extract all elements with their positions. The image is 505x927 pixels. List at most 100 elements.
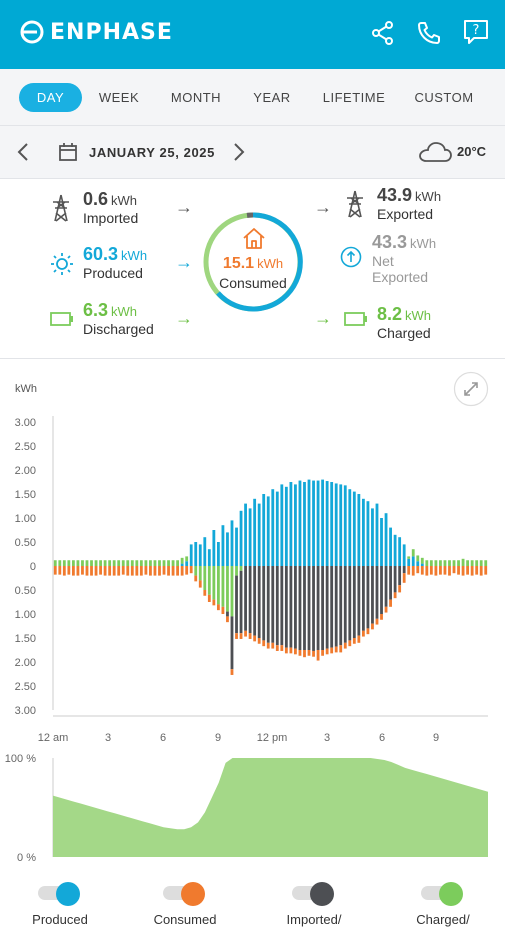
y-tick-label: 2.00 — [15, 465, 36, 477]
chart-bar-produced — [253, 498, 257, 566]
chart-bar-imported-exported — [303, 566, 306, 650]
chart-bar-consumed — [289, 647, 293, 654]
chart-bar-imported-exported — [298, 566, 302, 650]
chart-bar-consumed — [226, 616, 229, 623]
chevron-right-icon[interactable] — [232, 142, 246, 162]
y-tick-label: 1.00 — [15, 513, 36, 525]
chart-bar-produced — [248, 508, 252, 566]
chart-bar-consumed — [257, 638, 261, 644]
chart-bar-consumed — [108, 566, 112, 576]
x-tick-label: 12 am — [38, 732, 69, 744]
chart-bar-produced — [244, 503, 247, 566]
chart-bar-charged-discharged — [407, 556, 411, 559]
chart-bar-charged-discharged — [411, 549, 415, 557]
chart-bar-consumed — [457, 566, 460, 575]
expand-icon[interactable] — [453, 371, 489, 407]
chart-bar-charged-discharged — [176, 560, 180, 566]
period-tabs: DAY WEEK MONTH YEAR LIFETIME CUSTOM — [0, 69, 505, 126]
chart-bar-charged-discharged — [117, 560, 121, 566]
chart-bar-consumed — [452, 566, 456, 574]
chart-bar-charged-discharged — [475, 560, 479, 566]
chart-bar-consumed — [434, 566, 438, 576]
consumed-value: 15.1 — [222, 255, 255, 272]
discharged-label: Discharged — [83, 321, 154, 337]
legend-toggle-produced[interactable] — [38, 882, 82, 906]
battery-icon — [344, 312, 367, 326]
chart-bar-consumed — [466, 566, 470, 575]
chart-bar-charged-discharged — [130, 560, 134, 566]
chart-bar-consumed — [407, 566, 411, 575]
chart-bar-produced — [321, 479, 325, 566]
chart-bar-produced — [226, 532, 229, 566]
chart-bar-produced — [257, 503, 261, 566]
tab-year[interactable]: YEAR — [253, 90, 291, 105]
chart-bar-consumed — [90, 566, 93, 576]
chart-bar-consumed — [420, 566, 424, 575]
exported-stat: 43.9 kWh Exported — [377, 185, 441, 222]
sun-icon — [51, 253, 73, 275]
chart-bar-charged-discharged — [53, 560, 57, 566]
chart-bar-charged-discharged — [139, 560, 143, 566]
chart-bar-consumed — [230, 669, 234, 675]
x-tick-label: 9 — [215, 732, 221, 744]
chart-bar-charged-discharged — [158, 560, 161, 566]
y-tick-label: 1.50 — [15, 633, 36, 645]
chart-bar-consumed — [94, 566, 98, 576]
tab-day[interactable]: DAY — [19, 83, 82, 112]
chart-bar-produced — [216, 542, 220, 566]
chart-bar-charged-discharged — [216, 566, 220, 605]
chart-bar-charged-discharged — [58, 560, 62, 566]
net-exported-label-1: Net — [372, 253, 394, 269]
chart-bar-consumed — [357, 635, 361, 643]
net-exported-unit: kWh — [410, 236, 437, 251]
tab-custom[interactable]: CUSTOM — [414, 90, 474, 105]
y-axis-label: kWh — [15, 383, 37, 395]
chart-bar-charged-discharged — [448, 560, 451, 566]
calendar-icon[interactable] — [58, 142, 78, 162]
share-icon[interactable] — [370, 20, 396, 46]
chart-bar-imported-exported — [393, 566, 397, 593]
chart-bar-charged-discharged — [62, 560, 66, 566]
chart-bar-charged-discharged — [198, 566, 202, 581]
chart-bar-produced — [384, 513, 388, 566]
y-tick-label: 0.50 — [15, 537, 36, 549]
chart-bar-produced — [189, 544, 193, 566]
chart-bar-produced — [235, 527, 238, 566]
transmission-tower-icon — [347, 190, 363, 218]
phone-icon[interactable] — [416, 20, 442, 46]
chart-bar-charged-discharged — [212, 566, 216, 600]
legend-toggle-imported[interactable] — [292, 882, 336, 906]
chart-bar-consumed — [479, 566, 483, 576]
energy-chart: kWh 3.00 2.50 2.00 1.50 1.00 0.50 0 0.50 1.00 1.50… — [5, 383, 488, 864]
chart-bar-produced — [280, 484, 284, 566]
chart-bar-imported-exported — [307, 566, 311, 650]
chart-bar-charged-discharged — [466, 560, 470, 566]
chart-bar-charged-discharged — [452, 560, 456, 566]
chart-bar-produced — [284, 486, 288, 566]
chart-bar-produced — [203, 537, 207, 566]
x-tick-label: 9 — [433, 732, 439, 744]
selected-date[interactable]: JANUARY 25, 2025 — [89, 145, 215, 160]
chart-bar-imported-exported — [348, 566, 352, 641]
tab-week[interactable]: WEEK — [98, 90, 140, 105]
chart-bar-charged-discharged — [135, 560, 139, 566]
chart-bar-charged-discharged — [221, 566, 225, 607]
tab-month[interactable]: MONTH — [170, 90, 222, 105]
chart-bar-produced — [294, 484, 297, 566]
chart-bar-consumed — [398, 585, 402, 593]
chart-bar-consumed — [144, 566, 148, 575]
help-icon[interactable]: ? — [462, 18, 490, 46]
legend-toggle-charged[interactable] — [421, 882, 465, 906]
chevron-left-icon[interactable] — [16, 142, 30, 162]
legend-toggle-consumed[interactable] — [163, 882, 207, 906]
x-tick-label: 12 pm — [257, 732, 288, 744]
net-exported-label-2: Exported — [372, 269, 429, 285]
imported-stat: 0.6 kWh Imported — [83, 189, 138, 226]
chart-bar-consumed — [162, 566, 166, 575]
chart-bar-imported-exported — [239, 570, 243, 634]
chart-bar-consumed — [126, 566, 130, 576]
chart-bar-imported-exported — [248, 566, 252, 634]
tab-lifetime[interactable]: LIFETIME — [322, 90, 386, 105]
chart-bar-consumed — [294, 648, 297, 655]
chart-bar-imported-exported — [325, 566, 329, 649]
